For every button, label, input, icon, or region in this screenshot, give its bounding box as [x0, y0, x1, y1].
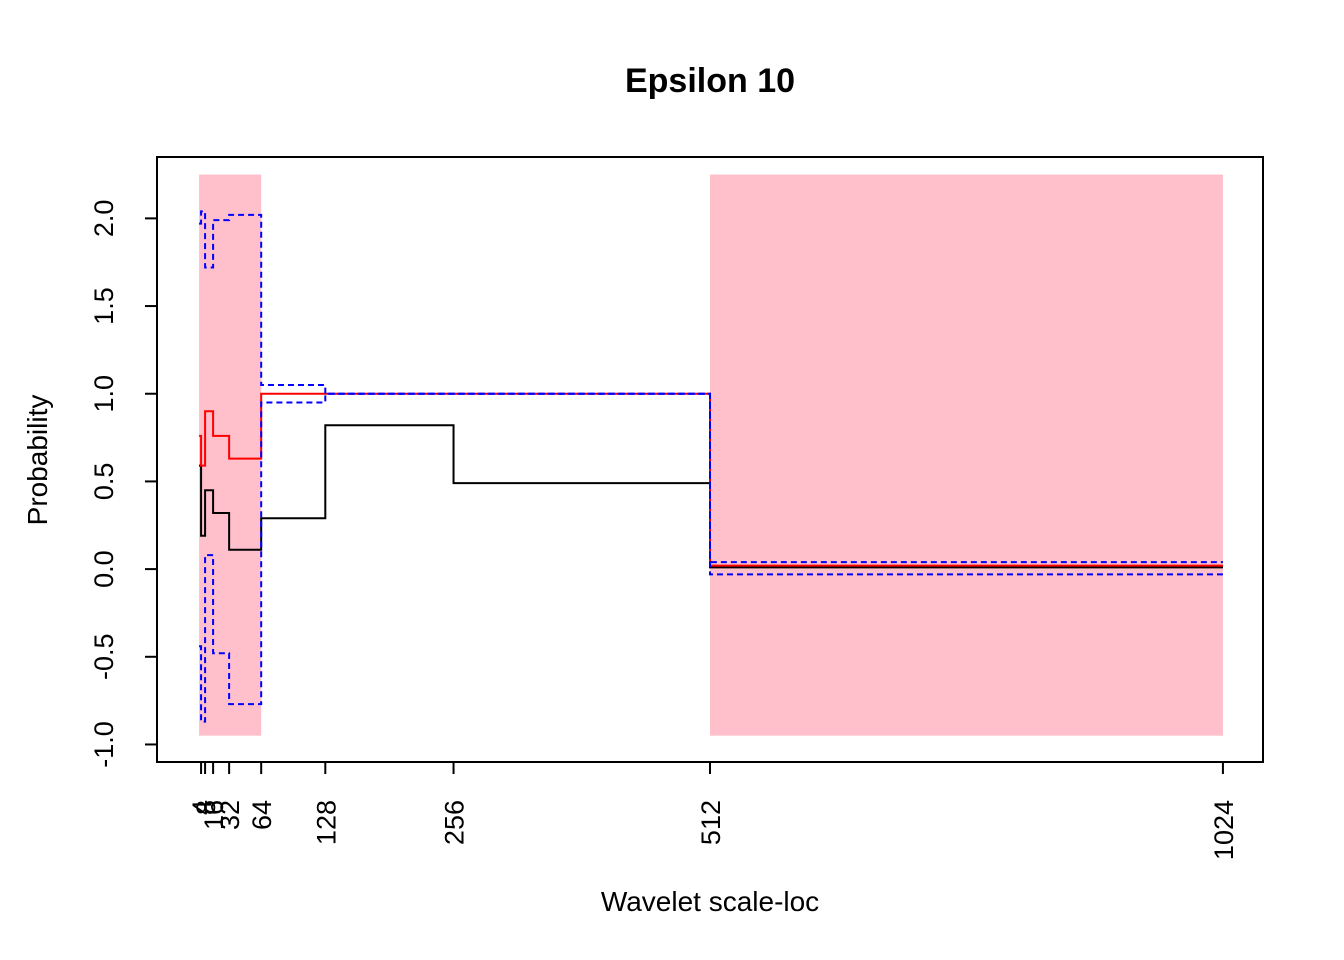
series-line-4	[199, 392, 1223, 723]
y-tick-label: 0.0	[89, 550, 119, 588]
y-tick-label: 1.5	[89, 287, 119, 325]
shaded-region-2	[710, 174, 1223, 736]
x-tick-label: 256	[440, 800, 470, 845]
y-tick-label: 2.0	[89, 200, 119, 238]
shaded-regions	[199, 174, 1223, 736]
y-tick-label: 0.5	[89, 463, 119, 501]
y-tick-label: -1.0	[89, 721, 119, 768]
x-axis-label: Wavelet scale-loc	[601, 886, 819, 917]
series-line-3	[199, 210, 1223, 564]
series-line-1	[199, 424, 1223, 569]
shaded-region-1	[199, 174, 262, 736]
x-tick-label: 512	[696, 800, 726, 845]
x-tick-label: 16	[199, 800, 229, 830]
x-tick-label: 32	[215, 800, 245, 830]
y-axis: -1.0 -0.5 0.0 0.5 1.0 1.5 2.0	[89, 200, 158, 768]
series-lines	[199, 210, 1223, 723]
x-tick-label: 4	[187, 800, 217, 815]
x-tick-label: 1024	[1209, 800, 1239, 860]
y-tick-label: -0.5	[89, 634, 119, 681]
x-tick-label: 64	[247, 800, 277, 830]
y-tick-label: 1.0	[89, 375, 119, 413]
y-axis-label: Probability	[22, 395, 53, 526]
chart-title: Epsilon 10	[625, 62, 795, 100]
x-tick-label: 128	[311, 800, 341, 845]
x-tick-label: 8	[191, 800, 221, 815]
